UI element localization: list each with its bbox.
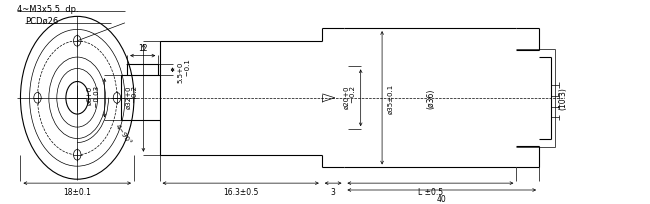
Text: ø32+0
    −0.2: ø32+0 −0.2: [125, 85, 138, 111]
Ellipse shape: [113, 93, 121, 104]
Text: 4~M3x5.5  dp.: 4~M3x5.5 dp.: [17, 5, 79, 14]
Text: ø20+0
    −0.2: ø20+0 −0.2: [343, 85, 356, 111]
Text: L ±0.5: L ±0.5: [418, 187, 443, 196]
Text: (10.3): (10.3): [558, 87, 567, 110]
Text: 16.3±0.5: 16.3±0.5: [223, 187, 258, 196]
Ellipse shape: [73, 36, 81, 47]
Ellipse shape: [34, 93, 41, 104]
Text: ø6+0
  −0.03: ø6+0 −0.03: [87, 85, 100, 111]
Text: (ø36): (ø36): [426, 88, 435, 109]
Text: 12: 12: [138, 44, 148, 53]
Text: 4~90°: 4~90°: [114, 123, 132, 145]
Text: 40: 40: [437, 194, 447, 203]
Text: PCDø26: PCDø26: [25, 17, 58, 26]
Text: ø35±0.1: ø35±0.1: [387, 83, 393, 113]
Text: 5.5+0
   −0.1: 5.5+0 −0.1: [177, 59, 190, 82]
Ellipse shape: [73, 150, 81, 160]
Text: 18±0.1: 18±0.1: [63, 187, 91, 196]
Text: 3: 3: [331, 187, 335, 196]
